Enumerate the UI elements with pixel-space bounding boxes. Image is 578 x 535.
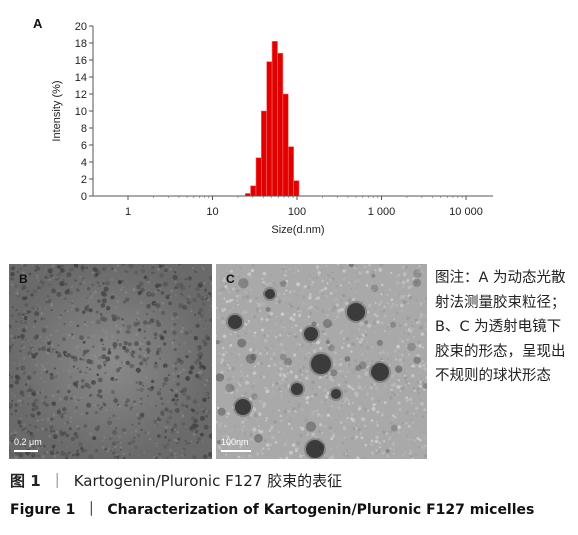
y-tick-label: 8 <box>81 123 87 135</box>
histogram-bar <box>255 157 262 197</box>
tem-image-b-texture <box>9 264 212 459</box>
caption-chinese: 图 1 ｜ Kartogenin/Pluronic F127 胶束的表征 <box>10 470 342 491</box>
figure-note: 图注：A 为动态光散射法测量胶束粒径；B、C 为透射电镜下胶束的形态，呈现出不规… <box>435 270 566 384</box>
panel-label-b: B <box>19 272 28 286</box>
chart-svg: A 0 2 4 6 8 10 12 14 16 18 20 1 10 100 1 000 10 000 Size(… <box>33 16 493 236</box>
y-tick-label: 16 <box>75 55 87 67</box>
y-tick-label: 10 <box>75 106 87 118</box>
histogram-bar <box>271 40 278 197</box>
x-axis-title: Size(d.nm) <box>271 224 324 236</box>
size-distribution-chart: A 0 2 4 6 8 10 12 14 16 18 20 1 10 100 1 000 10 000 Size(… <box>0 0 578 255</box>
x-tick-label: 100 <box>288 206 306 218</box>
y-tick-label: 14 <box>75 72 87 84</box>
caption-cn-figure-number: 图 1 <box>10 472 41 490</box>
histogram-bar <box>266 61 273 197</box>
chart-panel-label: A <box>33 16 43 31</box>
x-tick-label: 1 <box>125 206 131 218</box>
caption-cn-text: Kartogenin/Pluronic F127 胶束的表征 <box>73 472 343 490</box>
y-tick-label: 2 <box>81 174 87 186</box>
histogram-bar <box>277 52 284 197</box>
tem-image-c: C 100nm <box>216 264 427 459</box>
caption-en-separator: ｜ <box>84 502 99 518</box>
y-axis-title: Intensity (%) <box>51 80 63 141</box>
scale-label-c: 100nm <box>221 437 249 447</box>
y-tick-label: 12 <box>75 89 87 101</box>
histogram-bar <box>287 146 294 197</box>
caption-en-text: Characterization of Kartogenin/Pluronic … <box>107 502 535 518</box>
caption-en-figure-number: Figure 1 <box>10 502 76 518</box>
x-tick-label: 10 <box>206 206 218 218</box>
x-tick-label: 10 000 <box>449 206 483 218</box>
y-tick-label: 18 <box>75 38 87 50</box>
tem-image-b: B 0.2 μm <box>9 264 212 459</box>
y-tick-label: 20 <box>75 21 87 33</box>
histogram-bar <box>293 180 300 197</box>
y-tick-label: 0 <box>81 191 87 203</box>
histogram-bar <box>250 185 257 197</box>
caption-english: Figure 1 ｜ Characterization of Kartogenin/… <box>10 499 534 519</box>
scale-label-b: 0.2 μm <box>14 437 42 447</box>
scale-bar-b <box>14 450 38 452</box>
histogram-bar <box>282 93 289 197</box>
panel-label-c: C <box>226 272 235 286</box>
caption-cn-separator: ｜ <box>49 472 65 490</box>
scale-bar-c <box>221 450 251 452</box>
y-tick-label: 6 <box>81 140 87 152</box>
histogram-bar <box>260 110 268 197</box>
tem-image-c-texture <box>216 264 427 459</box>
x-tick-label: 1 000 <box>368 206 396 218</box>
y-tick-label: 4 <box>81 157 87 169</box>
